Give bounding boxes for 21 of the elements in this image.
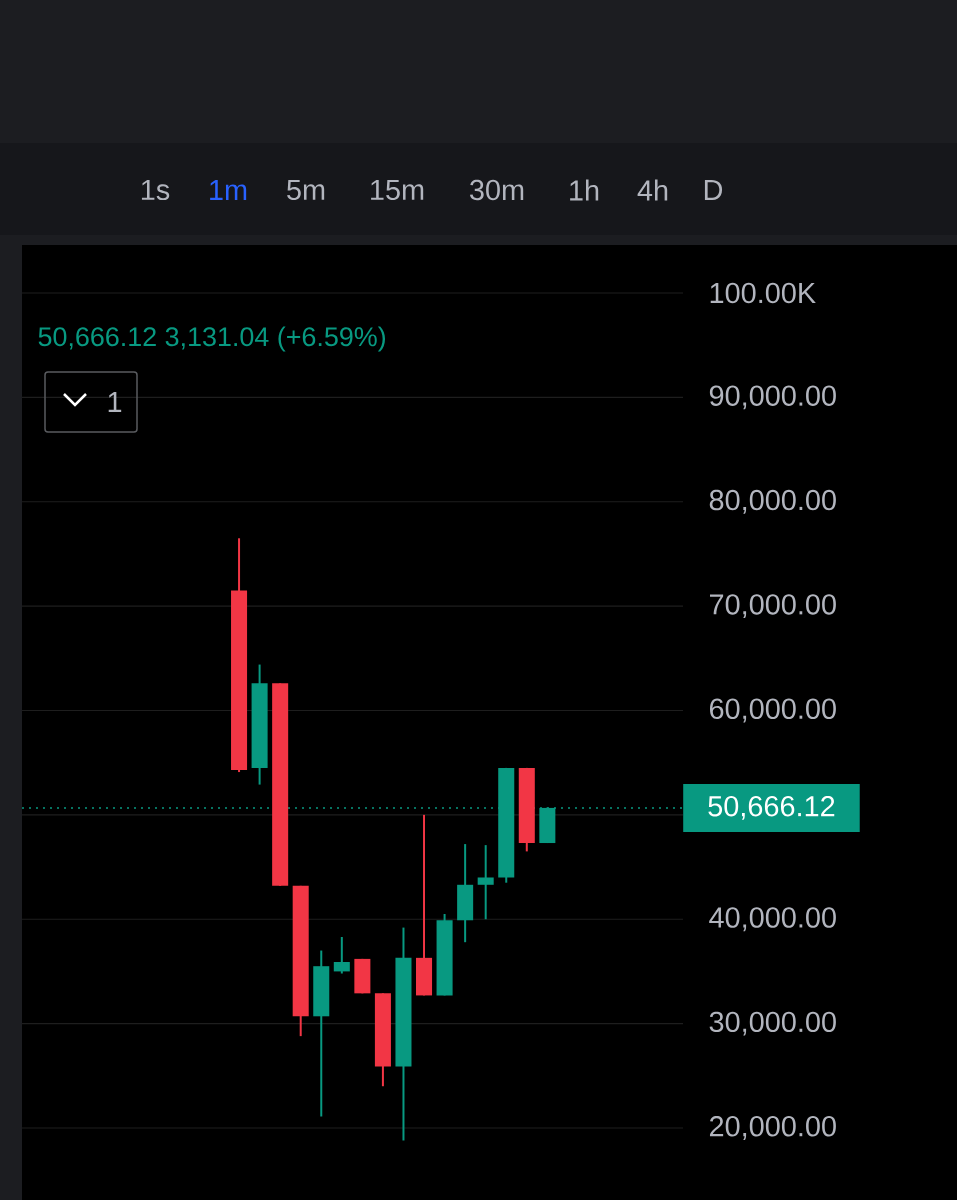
y-tick-label: 70,000.00	[710, 594, 836, 619]
text: 50,666.12 3,131.04 (+6.59%)	[38, 326, 386, 352]
y-tick-label: 20,000.00	[709, 1116, 836, 1140]
y-tick-label: 100.00K	[710, 282, 816, 304]
text: 5m	[287, 179, 325, 201]
text: 1m	[210, 180, 247, 200]
y-tick-label: 60,000.00	[709, 698, 836, 723]
ref-line-label: 50,666.12	[708, 795, 835, 820]
text: 4h	[637, 179, 668, 201]
text: 15m	[371, 179, 424, 201]
text: 1s	[141, 179, 170, 201]
text: 1h	[570, 179, 599, 201]
candlestick	[477, 844, 494, 921]
y-tick-label: 80,000.00	[709, 489, 836, 514]
text: D	[704, 180, 723, 200]
y-tick-label: 90,000.00	[709, 385, 836, 410]
text: 30m	[469, 179, 524, 201]
candlestick	[333, 935, 350, 975]
text: 1	[108, 392, 122, 412]
y-tick-label: 40,000.00	[709, 907, 836, 932]
y-tick-label: 30,000.00	[709, 1011, 836, 1036]
